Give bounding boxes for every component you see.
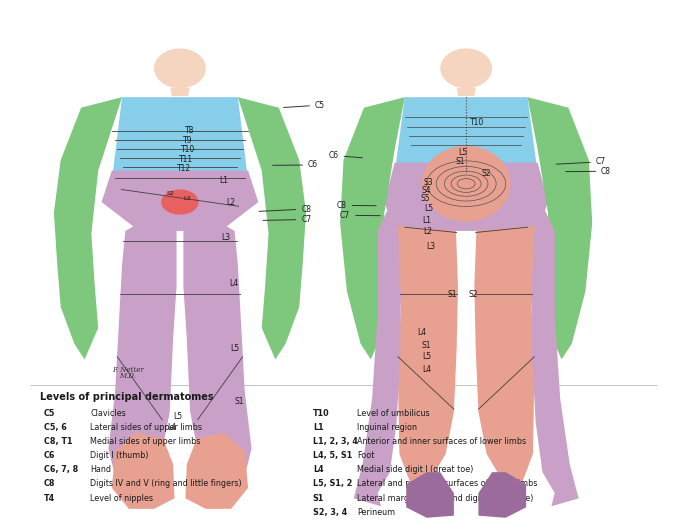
Text: C8: C8	[565, 167, 611, 176]
Text: T4: T4	[44, 493, 55, 502]
Text: C8: C8	[44, 480, 55, 489]
Text: T10: T10	[470, 118, 484, 127]
Text: Lateral margin of foot and digit V (little toe): Lateral margin of foot and digit V (litt…	[357, 493, 534, 502]
Polygon shape	[112, 433, 174, 509]
Polygon shape	[112, 97, 248, 181]
Polygon shape	[183, 223, 251, 493]
Text: M.D.: M.D.	[119, 372, 135, 380]
Text: S2: S2	[481, 169, 491, 178]
Text: C5: C5	[284, 101, 325, 110]
Text: Level of umbilicus: Level of umbilicus	[357, 409, 430, 418]
Polygon shape	[185, 433, 248, 509]
Polygon shape	[238, 97, 306, 359]
Text: T10: T10	[181, 145, 195, 154]
Text: L2: L2	[226, 198, 235, 207]
Polygon shape	[532, 197, 578, 506]
Text: C7: C7	[556, 157, 606, 166]
Text: C8: C8	[337, 201, 376, 210]
Polygon shape	[354, 197, 401, 506]
Polygon shape	[528, 97, 592, 359]
Polygon shape	[394, 97, 538, 173]
Text: C5: C5	[44, 409, 55, 418]
Text: L4, 5, S1: L4, 5, S1	[313, 451, 352, 460]
Text: T12: T12	[177, 164, 191, 173]
Text: C6: C6	[44, 451, 55, 460]
Text: S2: S2	[469, 290, 478, 299]
Text: L4: L4	[313, 465, 324, 474]
Text: C6: C6	[328, 151, 363, 160]
Text: L4: L4	[422, 365, 431, 374]
Ellipse shape	[161, 190, 199, 215]
Polygon shape	[406, 472, 454, 518]
Text: L4: L4	[168, 423, 177, 432]
Polygon shape	[109, 223, 177, 493]
Text: Level of nipples: Level of nipples	[90, 493, 153, 502]
Text: S3: S3	[424, 178, 433, 187]
Circle shape	[440, 48, 492, 89]
Text: T8: T8	[185, 126, 195, 135]
Text: T11: T11	[179, 155, 193, 164]
Text: L5: L5	[230, 344, 240, 354]
Text: C6, 7, 8: C6, 7, 8	[44, 465, 78, 474]
Polygon shape	[474, 226, 538, 483]
Text: Medial sides of upper limbs: Medial sides of upper limbs	[90, 437, 201, 446]
Text: C7: C7	[263, 215, 311, 224]
Ellipse shape	[422, 146, 510, 222]
Polygon shape	[54, 97, 122, 359]
Text: L4: L4	[229, 279, 238, 288]
Text: Perineum: Perineum	[357, 508, 395, 517]
Text: L1: L1	[313, 423, 324, 432]
Text: T9: T9	[183, 136, 193, 145]
Text: S1: S1	[234, 397, 244, 406]
Text: F. Netter: F. Netter	[112, 366, 144, 374]
Text: L4: L4	[417, 328, 426, 337]
Text: C8, T1: C8, T1	[44, 437, 72, 446]
Text: C8: C8	[259, 205, 311, 214]
Text: L1: L1	[422, 216, 431, 225]
Text: L5: L5	[422, 352, 431, 361]
Text: Anterior and inner surfaces of lower limbs: Anterior and inner surfaces of lower lim…	[357, 437, 526, 446]
Text: Lateral and posterior surfaces of lower limbs: Lateral and posterior surfaces of lower …	[357, 480, 537, 489]
Polygon shape	[457, 88, 475, 96]
Text: S4: S4	[422, 186, 431, 195]
Text: L3: L3	[183, 197, 190, 201]
Text: S1: S1	[447, 290, 457, 299]
Text: S1: S1	[313, 493, 324, 502]
Polygon shape	[340, 97, 405, 359]
Polygon shape	[394, 226, 458, 483]
Text: S1: S1	[456, 157, 465, 166]
Text: Digit I (thumb): Digit I (thumb)	[90, 451, 148, 460]
Polygon shape	[170, 88, 190, 96]
Text: Levels of principal dermatomes: Levels of principal dermatomes	[41, 392, 214, 402]
Text: Medial side digit I (great toe): Medial side digit I (great toe)	[357, 465, 473, 474]
Text: Lateral sides of upper limbs: Lateral sides of upper limbs	[90, 423, 202, 432]
Polygon shape	[385, 163, 548, 231]
Text: Foot: Foot	[357, 451, 374, 460]
Text: Digits IV and V (ring and little fingers): Digits IV and V (ring and little fingers…	[90, 480, 242, 489]
Text: C5, 6: C5, 6	[44, 423, 67, 432]
Text: Inguinal region: Inguinal region	[357, 423, 417, 432]
Text: C6: C6	[273, 161, 318, 170]
Text: L5, S1, 2: L5, S1, 2	[313, 480, 352, 489]
Text: S5: S5	[420, 195, 430, 204]
Text: C7: C7	[340, 211, 380, 220]
Text: L1, 2, 3, 4: L1, 2, 3, 4	[313, 437, 358, 446]
Text: L5: L5	[173, 411, 182, 420]
Text: S2, 3, 4: S2, 3, 4	[313, 508, 347, 517]
Text: L3: L3	[426, 242, 435, 251]
Text: L5: L5	[458, 148, 467, 157]
Text: Clavicles: Clavicles	[90, 409, 126, 418]
Text: T10: T10	[313, 409, 330, 418]
Text: L5: L5	[424, 205, 433, 214]
Text: S1: S1	[422, 341, 431, 350]
Text: L3: L3	[221, 233, 230, 242]
Polygon shape	[478, 472, 526, 518]
Circle shape	[154, 48, 206, 89]
Text: Hand: Hand	[90, 465, 111, 474]
Text: L1: L1	[219, 176, 229, 185]
Polygon shape	[102, 171, 258, 231]
Text: L2: L2	[423, 227, 432, 236]
Text: S2: S2	[166, 191, 174, 196]
